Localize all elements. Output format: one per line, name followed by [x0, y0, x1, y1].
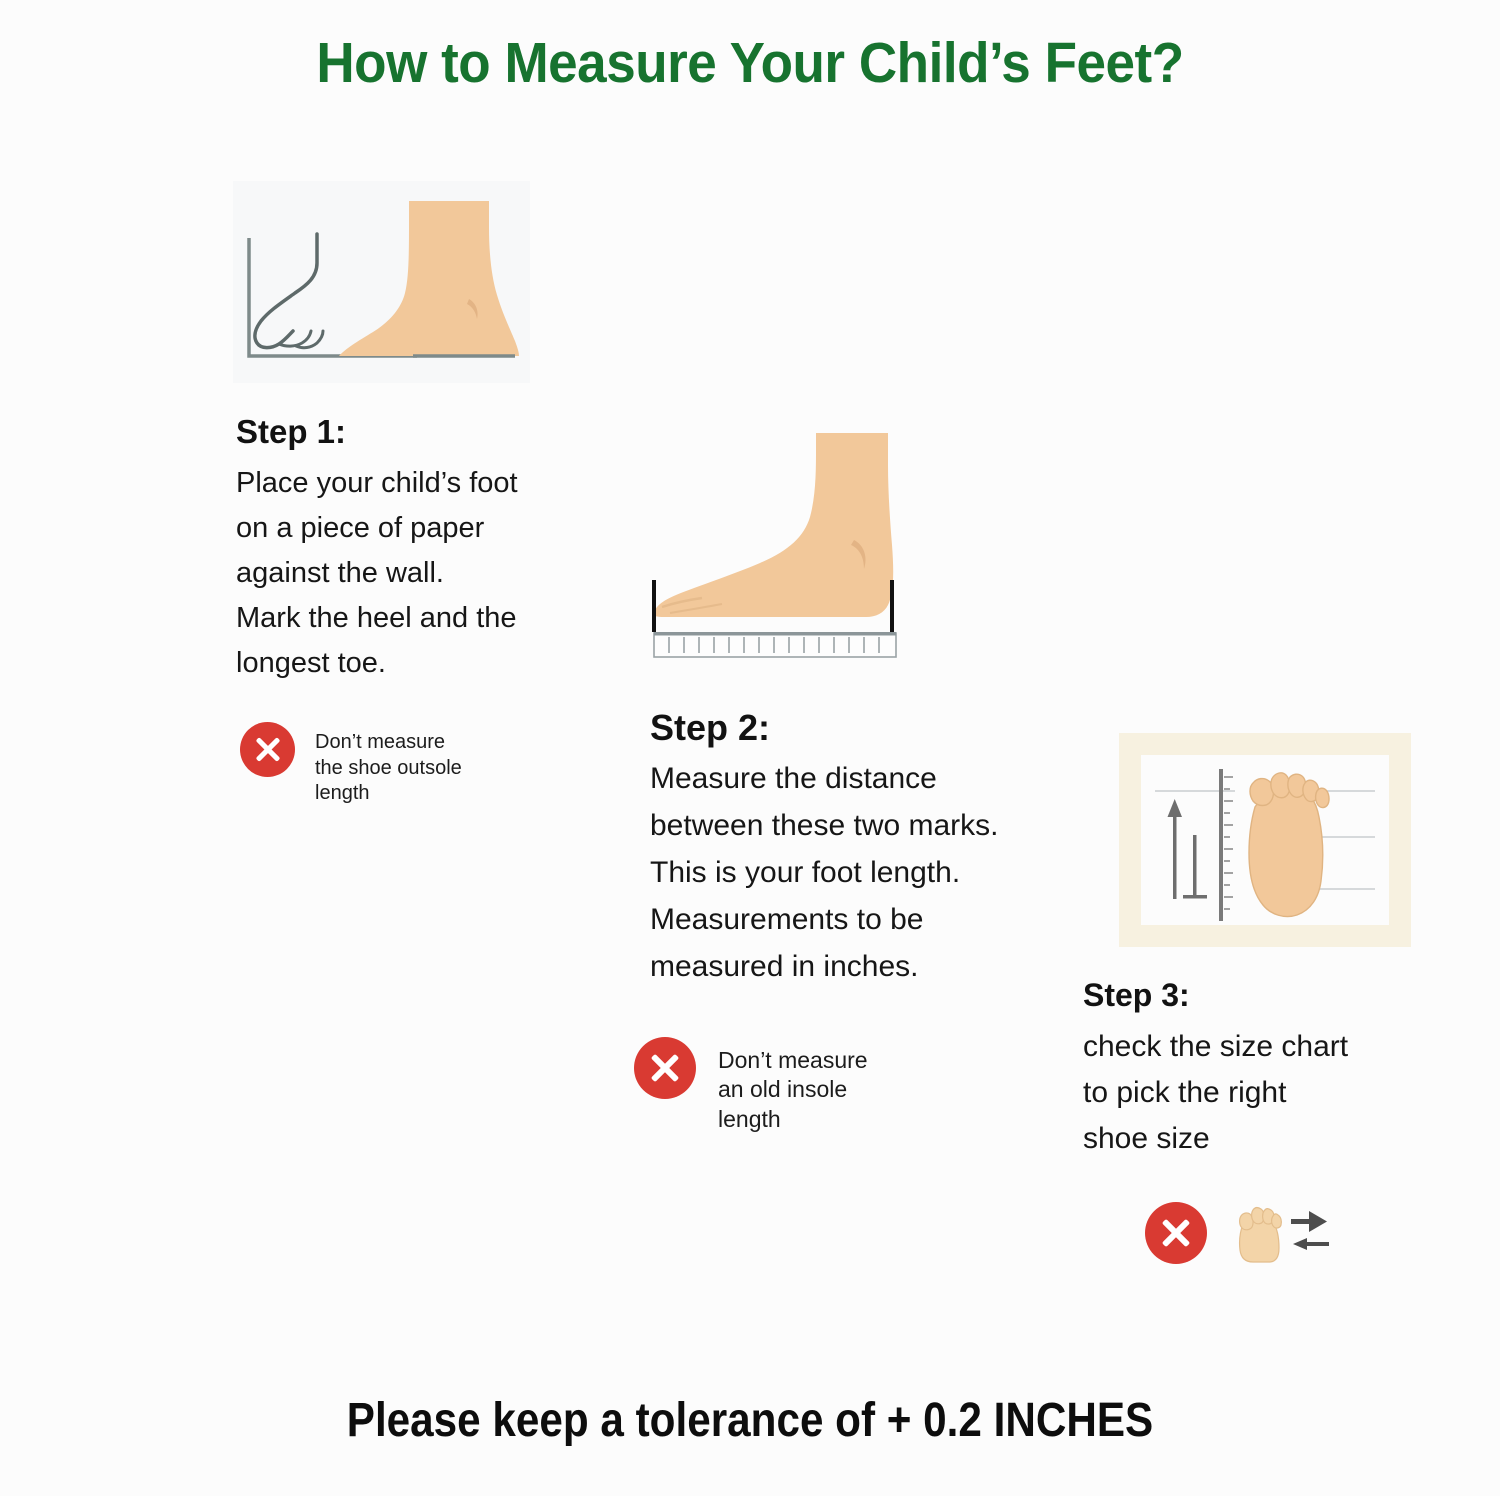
ruler-ticks: [668, 637, 880, 653]
step2-body: Measure the distance between these two m…: [650, 757, 1080, 992]
foot-shape: [339, 201, 519, 356]
arrow-left-icon: [1293, 1238, 1329, 1250]
vertical-ruler-ticks: [1224, 776, 1233, 910]
heel-mark-line: [890, 580, 894, 632]
toe-2: [1270, 772, 1291, 799]
toe-mark-line: [652, 580, 656, 632]
step1-heading: Step 1:: [236, 413, 347, 450]
height-arrow-tall: [1167, 799, 1182, 899]
step3-body: check the size chart to pick the right s…: [1083, 1026, 1413, 1164]
shoe-outline: [253, 232, 319, 350]
step1-warning-line-1: Don’t measure: [315, 731, 446, 753]
step1-warning-line-2: the shoe outsole: [315, 756, 462, 779]
red-x-circle-icon: [240, 722, 295, 777]
step2-line-1: Measure the distance: [650, 762, 937, 795]
step3-warning: [1145, 1202, 1335, 1264]
step2-line-5: measured in inches.: [650, 950, 919, 983]
tolerance-note: Please keep a tolerance of + 0.2 INCHES: [346, 1394, 1154, 1447]
step2-warning-line-3: length: [718, 1105, 781, 1132]
page-title: How to Measure Your Child’s Feet?: [316, 31, 1184, 95]
step2-heading: Step 2:: [650, 707, 771, 748]
foot-sole-icon: [1239, 1207, 1282, 1263]
toe-5: [1314, 787, 1330, 809]
step1-line-4: Mark the heel and the: [236, 602, 517, 634]
sole-toe-1: [1239, 1212, 1254, 1231]
step1-warning-line-3: length: [315, 782, 370, 805]
step3-line-1: check the size chart: [1083, 1030, 1349, 1063]
step2-warning-line-2: an old insole: [718, 1076, 848, 1103]
foot-side-against-wall-illustration: [247, 201, 519, 358]
foot-sole-on-measuring-card-illustration: [1141, 755, 1389, 925]
sole-toe-4: [1271, 1213, 1282, 1229]
step3-line-3: shoe size: [1083, 1122, 1210, 1155]
step2-illustration: [640, 425, 940, 660]
ruler-body: [653, 632, 897, 658]
toe-line-2: [669, 603, 723, 614]
step3-illustration: [1119, 733, 1411, 947]
step3-heading: Step 3:: [1083, 977, 1190, 1013]
ruler-top-edge: [654, 632, 896, 636]
toe-line-1: [661, 596, 703, 609]
foot-shape: [654, 433, 894, 617]
height-arrow-short: [1183, 835, 1207, 899]
step2-line-2: between these two marks.: [650, 809, 999, 842]
step1-warning-text: Don’t measure the shoe outsole length: [315, 722, 495, 807]
step1-line-3: against the wall.: [236, 557, 444, 589]
big-toe: [1249, 777, 1275, 807]
step2-warning-text: Don’t measure an old insole length: [718, 1037, 918, 1134]
step3-line-2: to pick the right: [1083, 1076, 1287, 1109]
toe-curve-1: [277, 329, 313, 348]
step1-body: Place your child’s foot on a piece of pa…: [236, 463, 566, 688]
step2-line-4: Measurements to be: [650, 903, 924, 936]
step1-line-2: on a piece of paper: [236, 512, 485, 544]
step1-warning: Don’t measure the shoe outsole length: [240, 722, 495, 807]
foot-side-on-ruler-illustration: [652, 433, 897, 658]
red-x-circle-icon: [1145, 1202, 1207, 1264]
red-x-circle-icon: [634, 1037, 696, 1099]
step1-line-5: longest toe.: [236, 647, 386, 679]
step2-warning-line-1: Don’t measure: [718, 1047, 868, 1073]
measure-arrows-icon: [1291, 1211, 1329, 1250]
step2-warning: Don’t measure an old insole length: [634, 1037, 918, 1134]
ankle-detail: [851, 540, 866, 569]
vertical-ruler-bar: [1219, 769, 1223, 921]
step2-line-3: This is your foot length.: [650, 856, 961, 889]
step3-warning-icons: [1229, 1202, 1335, 1264]
step1-illustration: [233, 181, 530, 383]
step1-line-1: Place your child’s foot: [236, 467, 518, 499]
foot-sole-shape: [1248, 772, 1330, 918]
ankle-detail: [467, 299, 478, 319]
arrow-right-icon: [1291, 1211, 1327, 1232]
toe-curve-2: [294, 329, 325, 350]
